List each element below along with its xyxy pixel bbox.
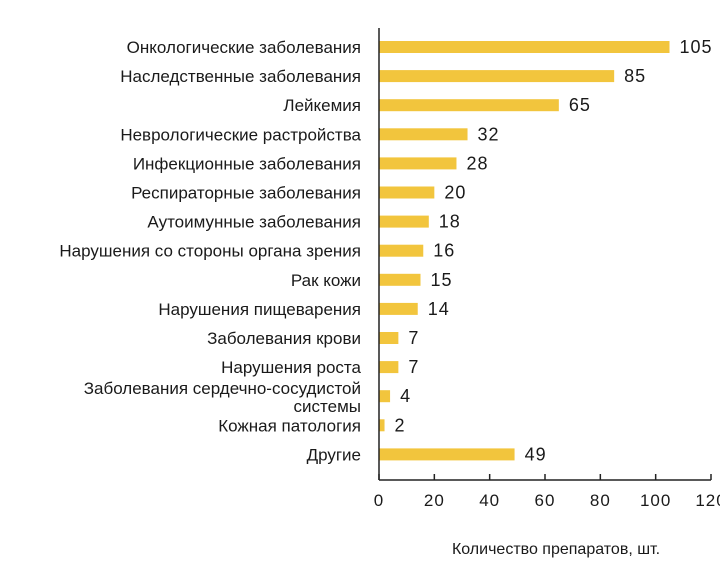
value-label: 7 (408, 328, 419, 348)
x-tick-label: 80 (590, 491, 611, 510)
value-label: 14 (428, 299, 450, 319)
bar (379, 99, 559, 112)
category-label: Рак кожи (291, 271, 361, 290)
value-label: 65 (569, 95, 591, 115)
bar (379, 70, 615, 83)
category-label: Наследственные заболевания (120, 67, 361, 86)
x-tick-label: 60 (535, 491, 556, 510)
bar (379, 41, 670, 53)
category-label: Нарушения пищеварения (158, 300, 361, 319)
x-tick-label: 0 (374, 491, 384, 510)
bar (379, 186, 435, 199)
category-label: Инфекционные заболевания (133, 154, 361, 173)
bar (379, 157, 457, 170)
x-tick-label: 20 (424, 491, 445, 510)
value-label: 85 (624, 66, 646, 86)
x-tick-label: 100 (640, 491, 671, 510)
category-label: Аутоимунные заболевания (147, 213, 361, 232)
x-tick-label: 120 (695, 491, 720, 510)
value-label: 32 (478, 124, 500, 144)
value-label: 15 (431, 270, 453, 290)
bar (379, 244, 424, 257)
value-label: 16 (433, 241, 455, 261)
value-label: 49 (525, 444, 547, 464)
x-axis-title: Количество препаратов, шт. (452, 541, 660, 558)
axes: 0 20 40 60 80 100 120 (374, 28, 720, 510)
category-label: Кожная патология (218, 416, 361, 435)
bar (379, 128, 468, 141)
bar (379, 448, 515, 461)
value-label: 4 (400, 386, 411, 406)
category-label: Онкологические заболевания (127, 38, 361, 57)
category-labels: Онкологические заболевания Наследственные… (59, 38, 361, 464)
category-label: Нарушения со стороны органа зрения (59, 242, 361, 261)
value-label: 2 (395, 415, 406, 435)
bar (379, 419, 385, 432)
value-label: 18 (439, 212, 461, 232)
category-label: Другие (307, 445, 361, 464)
category-label: Лейкемия (283, 96, 361, 115)
value-label: 105 (680, 37, 713, 57)
bar (379, 302, 418, 315)
x-tick-label: 40 (479, 491, 500, 510)
category-label: Респираторные заболевания (131, 184, 361, 203)
bar (379, 361, 399, 374)
category-label: Заболевания сердечно-сосудистой системы (84, 379, 361, 416)
category-label: Неврологические растройства (120, 125, 361, 144)
value-label: 28 (466, 153, 488, 173)
bar (379, 273, 421, 286)
bar (379, 332, 399, 344)
value-label: 20 (444, 183, 466, 203)
bars-group (379, 41, 670, 461)
bar (379, 215, 429, 228)
bar (379, 390, 391, 403)
category-label: Нарушения роста (221, 358, 361, 377)
value-label: 7 (408, 357, 419, 377)
category-label: Заболевания крови (207, 329, 361, 348)
